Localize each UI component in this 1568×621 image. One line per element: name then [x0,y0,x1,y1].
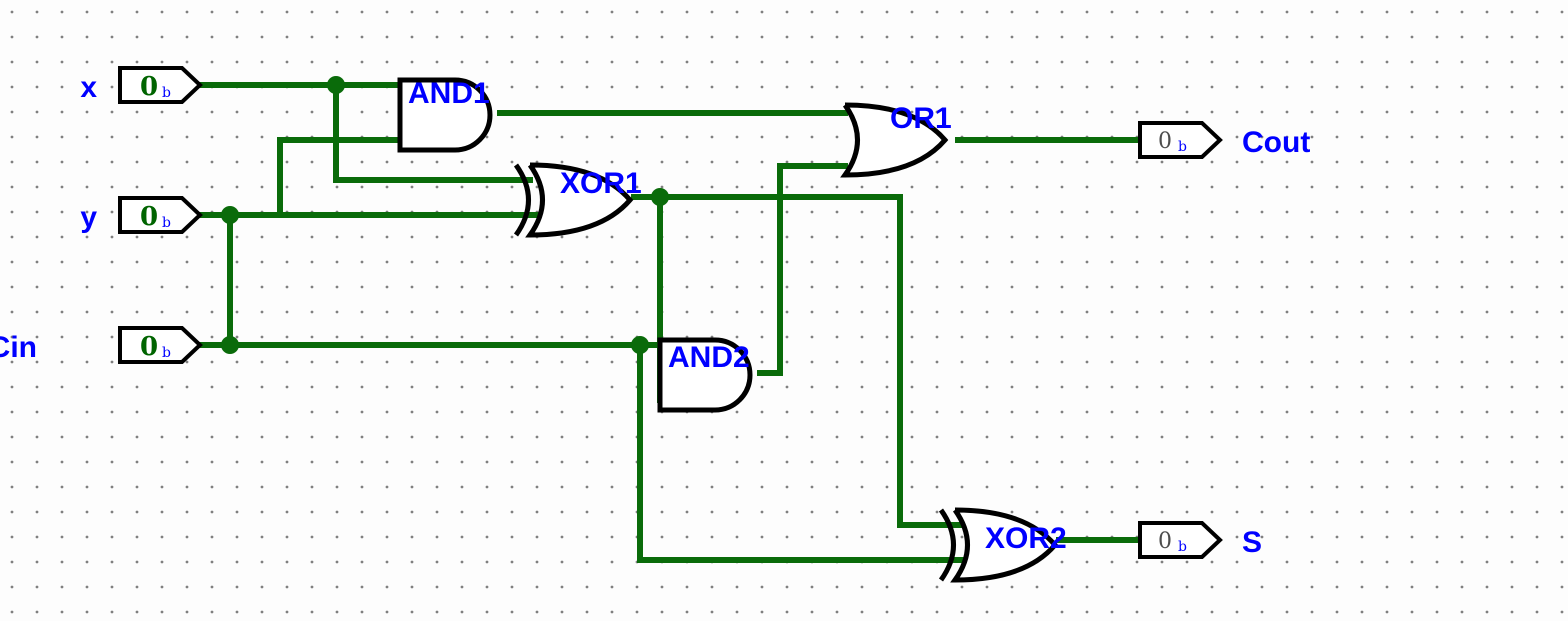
input-label-cin: Cin [0,331,37,364]
input-base-x: b [162,85,171,101]
input-base-y: b [162,215,171,231]
output-base-cout: b [1178,139,1187,155]
gate-label-or1: OR1 [890,102,952,135]
input-label-y: y [80,201,97,234]
output-value-cout: 0 [1158,129,1172,154]
gate-label-and2: AND2 [668,341,750,374]
input-value-cin: 0 [140,332,158,362]
circuit-canvas: AND1XOR1AND2XOR2OR10bx0by0bCin0bCout0bS [0,0,1568,621]
gate-label-and1: AND1 [408,77,490,110]
output-label-cout: Cout [1242,126,1310,159]
output-value-s: 0 [1158,529,1172,554]
input-label-x: x [80,71,97,104]
input-base-cin: b [162,345,171,361]
input-value-y: 0 [140,202,158,232]
gate-label-xor2: XOR2 [985,522,1067,555]
gate-and1[interactable]: AND1 [400,77,490,150]
gate-and2[interactable]: AND2 [660,340,750,410]
input-value-x: 0 [140,72,158,102]
gate-label-xor1: XOR1 [560,167,642,200]
output-pin-s[interactable]: 0b S [1140,523,1262,559]
output-base-s: b [1178,539,1187,555]
output-label-s: S [1242,526,1262,559]
